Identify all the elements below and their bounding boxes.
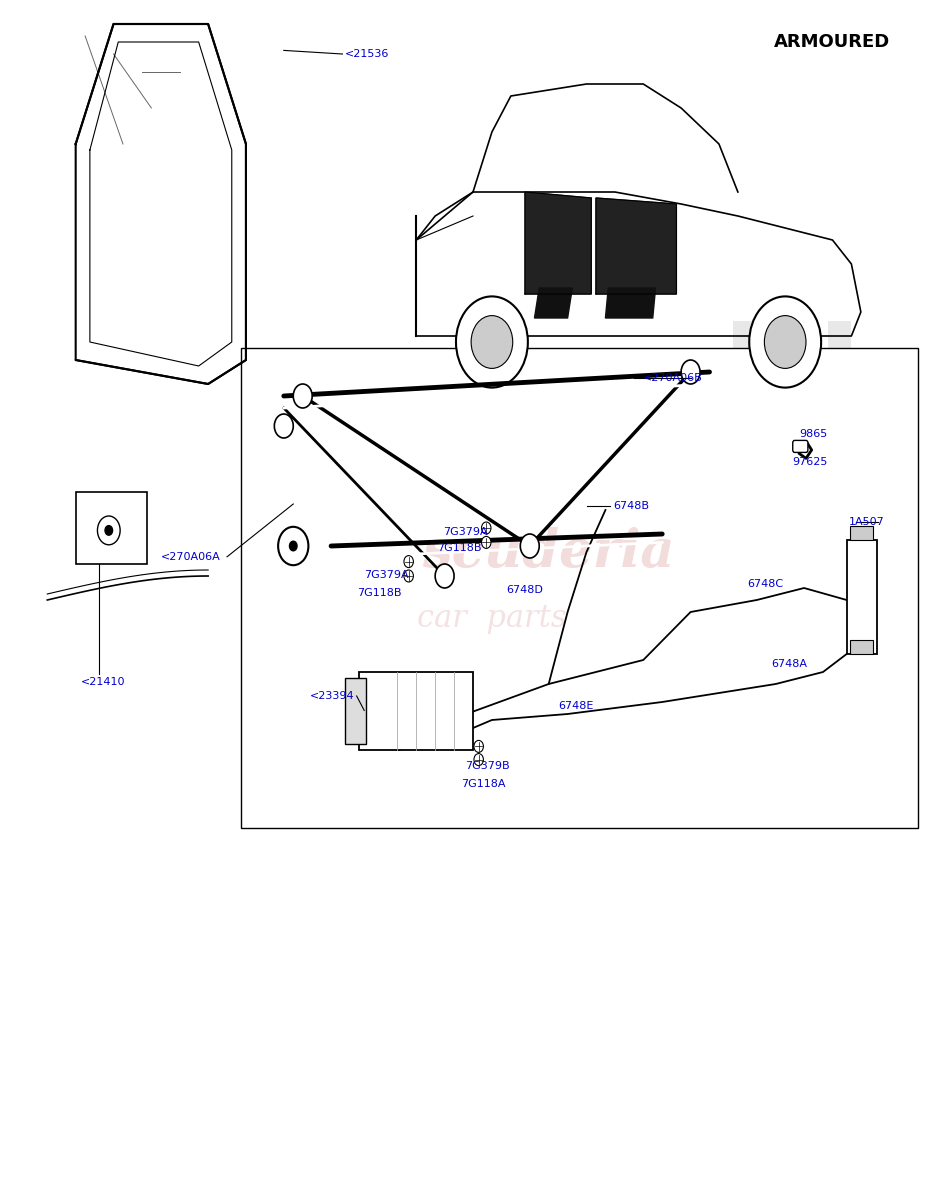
Bar bbox=[850, 640, 873, 654]
Bar bbox=[828, 320, 851, 355]
Circle shape bbox=[274, 414, 293, 438]
Circle shape bbox=[278, 527, 308, 565]
Circle shape bbox=[404, 556, 413, 568]
Text: 6748E: 6748E bbox=[558, 701, 593, 710]
Polygon shape bbox=[534, 288, 572, 318]
Text: 7G118B: 7G118B bbox=[358, 588, 402, 598]
Text: 6748D: 6748D bbox=[506, 586, 543, 595]
Polygon shape bbox=[605, 288, 656, 318]
Text: 6748C: 6748C bbox=[747, 580, 783, 589]
Text: 7G379B: 7G379B bbox=[465, 761, 510, 770]
Bar bbox=[804, 355, 828, 390]
Bar bbox=[710, 355, 733, 390]
Bar bbox=[241, 348, 918, 828]
Bar bbox=[733, 320, 757, 355]
Bar bbox=[710, 493, 733, 528]
Bar bbox=[733, 390, 757, 425]
Circle shape bbox=[97, 516, 120, 545]
Bar bbox=[345, 678, 366, 744]
Bar bbox=[780, 390, 804, 425]
Circle shape bbox=[764, 316, 806, 368]
Bar bbox=[733, 458, 757, 493]
Bar bbox=[804, 425, 828, 458]
Circle shape bbox=[456, 296, 528, 388]
Text: 7G118B: 7G118B bbox=[437, 544, 482, 553]
Text: 7G118A: 7G118A bbox=[461, 779, 505, 788]
Circle shape bbox=[520, 534, 539, 558]
Bar bbox=[804, 493, 828, 528]
Bar bbox=[76, 492, 147, 564]
Text: car  parts: car parts bbox=[417, 602, 567, 634]
Text: 6748A: 6748A bbox=[771, 659, 807, 668]
Polygon shape bbox=[525, 192, 591, 294]
Circle shape bbox=[474, 740, 483, 752]
Text: 7G379A: 7G379A bbox=[364, 570, 409, 580]
Text: <270A06B: <270A06B bbox=[643, 373, 703, 383]
Circle shape bbox=[749, 296, 821, 388]
Circle shape bbox=[474, 754, 483, 766]
Text: ARMOURED: ARMOURED bbox=[775, 32, 890, 50]
Text: <21410: <21410 bbox=[80, 677, 125, 686]
Bar bbox=[359, 672, 473, 750]
FancyBboxPatch shape bbox=[793, 440, 808, 452]
Bar bbox=[757, 355, 780, 390]
Bar bbox=[710, 425, 733, 458]
Text: <23394: <23394 bbox=[310, 691, 355, 701]
Text: 97625: 97625 bbox=[793, 457, 828, 467]
Text: <21536: <21536 bbox=[345, 49, 390, 59]
Circle shape bbox=[482, 522, 491, 534]
Polygon shape bbox=[596, 198, 676, 294]
Text: <270A06A: <270A06A bbox=[161, 552, 220, 562]
Circle shape bbox=[482, 536, 491, 548]
Circle shape bbox=[435, 564, 454, 588]
Circle shape bbox=[404, 570, 413, 582]
Bar bbox=[828, 458, 851, 493]
Circle shape bbox=[681, 360, 700, 384]
Text: 1A507: 1A507 bbox=[849, 517, 885, 527]
Text: 9865: 9865 bbox=[799, 430, 828, 439]
Bar bbox=[850, 526, 873, 540]
Bar bbox=[828, 390, 851, 425]
Circle shape bbox=[105, 526, 113, 535]
Bar bbox=[847, 540, 877, 654]
Bar bbox=[780, 458, 804, 493]
Circle shape bbox=[293, 384, 312, 408]
Bar bbox=[757, 425, 780, 458]
Bar bbox=[757, 493, 780, 528]
Text: 7G379A: 7G379A bbox=[443, 527, 487, 536]
Bar bbox=[780, 320, 804, 355]
Text: scuderia: scuderia bbox=[423, 527, 674, 577]
Circle shape bbox=[289, 541, 297, 551]
Circle shape bbox=[471, 316, 513, 368]
Text: 6748B: 6748B bbox=[613, 502, 649, 511]
